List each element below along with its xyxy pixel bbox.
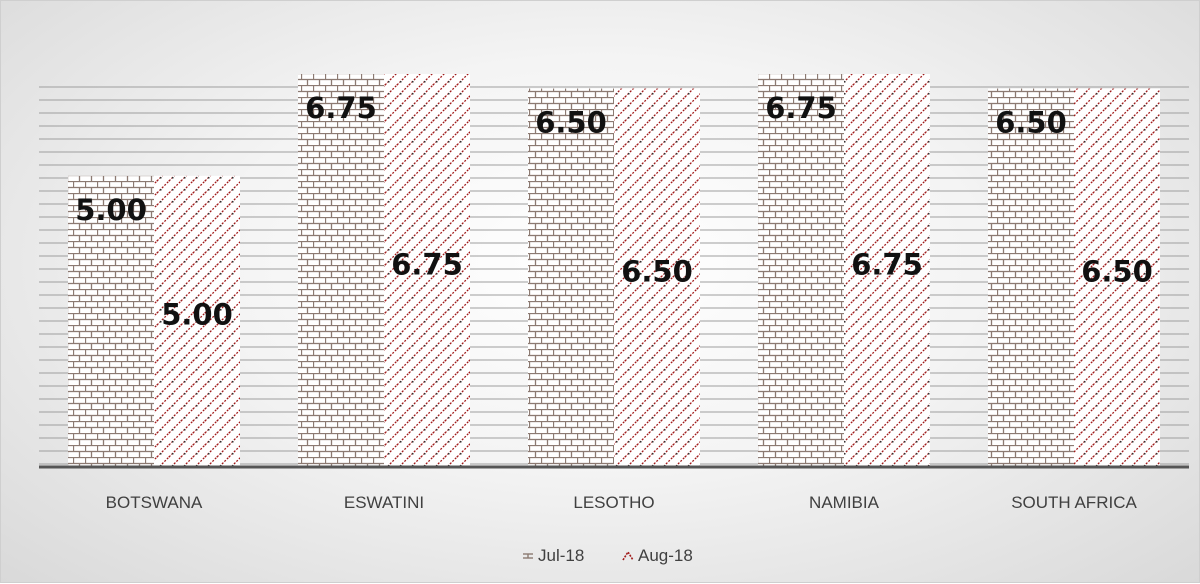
category-labels: BOTSWANA ESWATINI LESOTHO NAMIBIA SOUTH AFRI… — [106, 493, 1138, 512]
data-label: 6.50 — [995, 106, 1067, 140]
legend-item: Jul-18 — [523, 546, 584, 565]
category-label: ESWATINI — [344, 493, 424, 512]
data-labels: 5.00 5.00 6.75 6.75 6.50 6.50 6.75 6.75 6.50 6.50 — [75, 91, 1153, 331]
data-label: 5.00 — [75, 193, 147, 227]
legend-label: Aug-18 — [638, 546, 693, 565]
data-label: 6.50 — [535, 106, 607, 140]
data-label: 6.75 — [391, 247, 463, 281]
category-label: NAMIBIA — [809, 493, 880, 512]
bars — [68, 74, 1160, 468]
data-label: 6.50 — [621, 255, 693, 289]
bar-series1-south-africa — [988, 88, 1074, 468]
category-label: SOUTH AFRICA — [1011, 493, 1137, 512]
data-label: 6.50 — [1081, 255, 1153, 289]
bar-series2-south-africa — [1074, 88, 1160, 468]
legend-label: Jul-18 — [538, 546, 584, 565]
data-label: 5.00 — [161, 297, 233, 331]
category-label: LESOTHO — [573, 493, 654, 512]
bar-series2-namibia — [844, 74, 930, 467]
data-label: 6.75 — [305, 91, 377, 125]
bar-series2-lesotho — [614, 88, 700, 468]
bar-series2-botswana — [154, 175, 240, 467]
category-label: BOTSWANA — [106, 493, 203, 512]
data-label: 6.75 — [851, 247, 923, 281]
bar-series1-lesotho — [528, 88, 614, 468]
bar-series2-eswatini — [384, 74, 470, 467]
legend-swatch — [622, 550, 634, 561]
legend: Jul-18 Aug-18 — [523, 546, 693, 565]
bar-series1-botswana — [68, 175, 154, 467]
legend-item: Aug-18 — [622, 546, 693, 565]
bar-series1-eswatini — [298, 74, 384, 467]
data-label: 6.75 — [765, 91, 837, 125]
bar-series1-namibia — [758, 74, 844, 467]
